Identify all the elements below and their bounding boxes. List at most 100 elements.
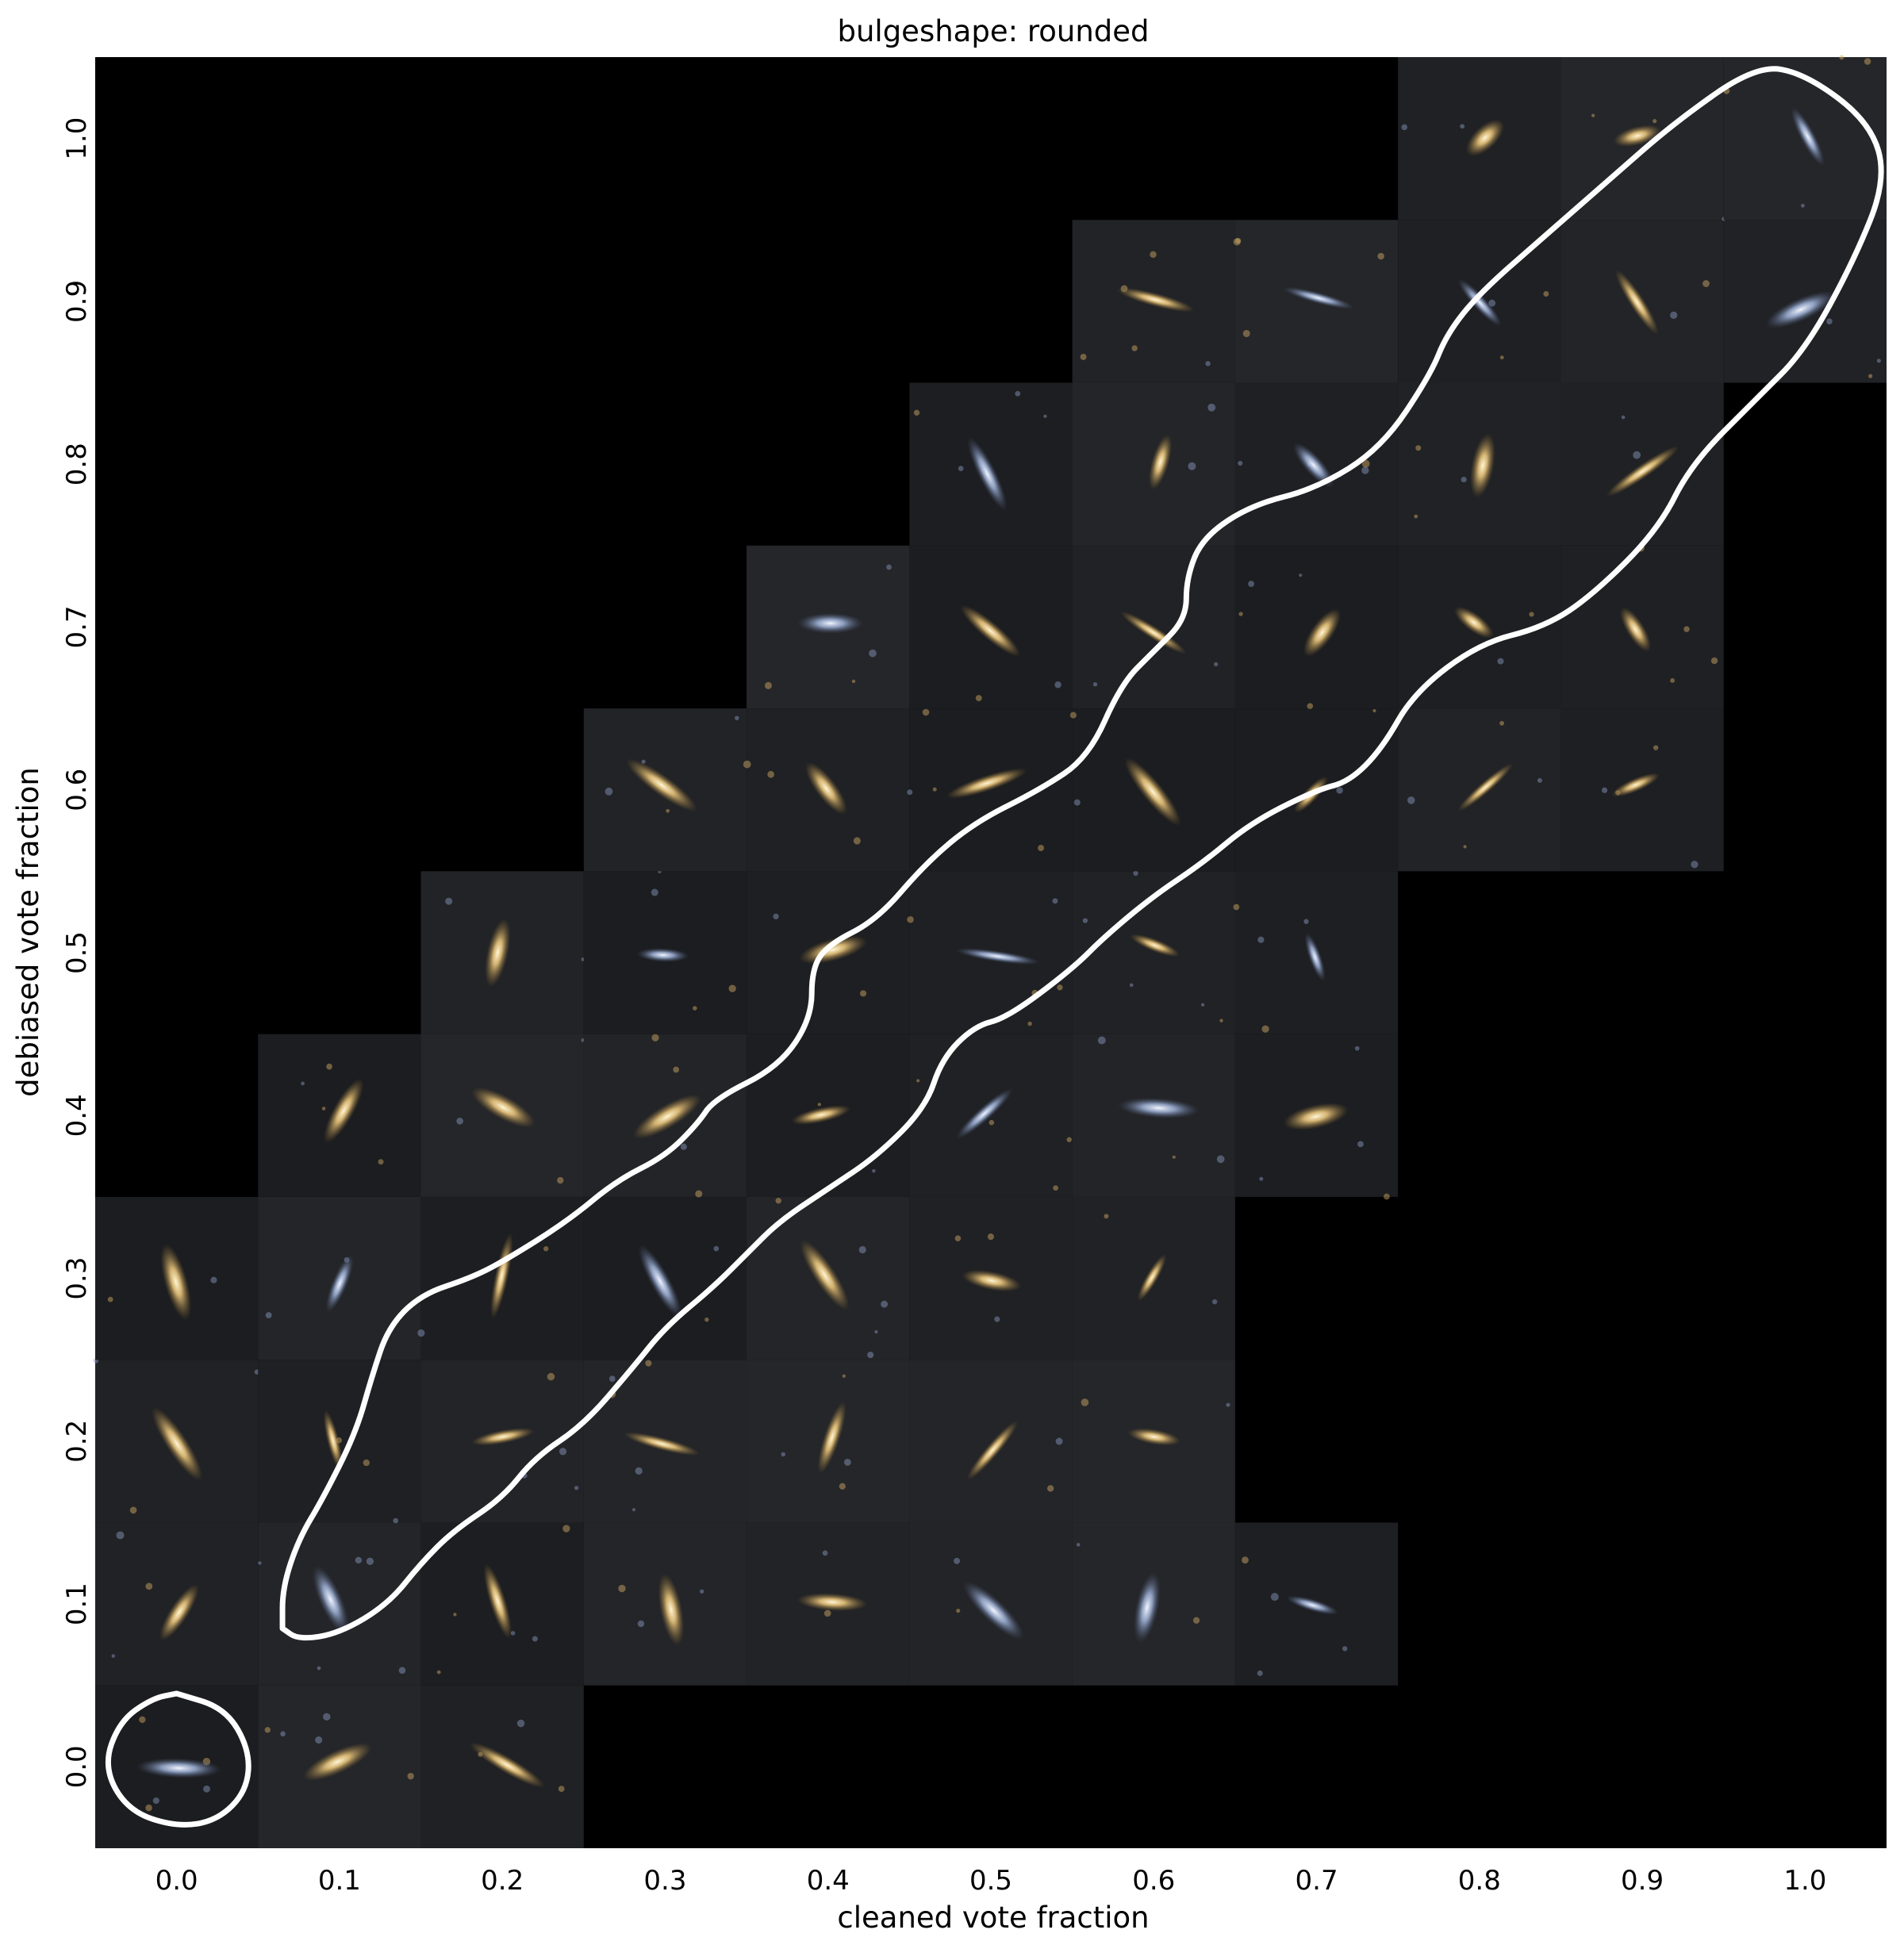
background-star: [436, 1670, 441, 1675]
galaxy-thumbnail: [626, 758, 697, 812]
background-star: [822, 1550, 828, 1556]
background-star: [874, 1329, 878, 1334]
background-star: [680, 1143, 687, 1150]
thumbnail-cell: [1072, 1522, 1235, 1686]
x-axis-ticks: 0.0 0.1 0.2 0.3 0.4 0.5 0.6 0.7 0.8 0.9 1.0: [155, 1865, 1827, 1897]
background-star: [445, 897, 453, 905]
thumbnail-cell: [743, 708, 910, 872]
background-star: [1129, 983, 1134, 988]
thumbnail-cell: [1398, 57, 1561, 221]
background-star: [956, 1609, 961, 1613]
galaxy-thumbnail: [624, 1432, 701, 1456]
background-star: [145, 1804, 152, 1812]
thumbnail-cell: [1072, 220, 1235, 383]
background-star: [1043, 414, 1047, 418]
y-tick-label: 0.0: [61, 1745, 93, 1788]
thumbnail-cell: [747, 545, 910, 709]
thumbnail-cell: [1560, 708, 1724, 872]
background-star: [1027, 1021, 1032, 1026]
galaxy-thumbnail: [954, 948, 1041, 965]
galaxy-thumbnail: [490, 1232, 513, 1320]
galaxy-thumbnail: [1282, 286, 1354, 309]
thumbnail-cell: [1072, 1034, 1235, 1197]
background-star: [1691, 861, 1699, 869]
galaxy-thumbnail: [323, 1078, 364, 1144]
y-tick-label: 0.5: [61, 931, 93, 974]
background-star: [823, 1609, 831, 1617]
thumbnail-grid: [93, 55, 1887, 1848]
thumbnail-cell: [420, 1685, 584, 1848]
background-star: [1257, 1670, 1263, 1676]
thumbnail-cell: [420, 1522, 584, 1686]
background-star: [781, 1452, 786, 1457]
background-star: [651, 1034, 659, 1042]
background-star: [1826, 318, 1833, 324]
background-star: [321, 1107, 326, 1111]
background-star: [713, 1245, 720, 1252]
background-star: [872, 1168, 876, 1173]
thumbnail-cell: [747, 1034, 910, 1197]
background-star: [913, 409, 920, 416]
background-star: [1270, 1593, 1279, 1602]
background-star: [842, 1374, 846, 1378]
background-star: [516, 1719, 525, 1728]
background-star: [1242, 1556, 1249, 1564]
background-star: [1172, 1155, 1176, 1159]
background-star: [1257, 936, 1265, 943]
contour-line: [279, 66, 1884, 1641]
thumbnail-cell: [909, 382, 1073, 546]
x-tick-label: 0.5: [969, 1865, 1012, 1897]
background-star: [764, 681, 772, 689]
thumbnail-cell: [1072, 382, 1235, 546]
galaxy-thumbnail: [797, 1593, 868, 1612]
background-star: [355, 1556, 363, 1564]
background-star: [1081, 1398, 1089, 1406]
background-star: [323, 1713, 331, 1721]
galaxy-thumbnail: [483, 1563, 512, 1640]
x-tick-label: 0.4: [807, 1865, 850, 1897]
background-star: [881, 1300, 889, 1308]
thumbnail-cell: [258, 1360, 421, 1524]
background-star: [839, 1483, 846, 1490]
thumbnail-background: [258, 1360, 421, 1523]
background-star: [666, 808, 670, 813]
background-star: [1015, 390, 1021, 397]
background-star: [453, 1613, 457, 1617]
x-tick-label: 0.7: [1296, 1865, 1338, 1897]
thumbnail-cell: [1398, 382, 1561, 546]
thumbnail-cell: [583, 708, 747, 872]
y-tick-label: 0.8: [61, 443, 93, 485]
background-star: [574, 1486, 579, 1490]
density-contours: [105, 66, 1884, 1828]
galaxy-thumbnail: [791, 1105, 851, 1125]
thumbnail-cell: [583, 1360, 747, 1523]
background-star: [562, 1525, 570, 1533]
background-star: [605, 787, 613, 796]
galaxy-thumbnail: [1619, 607, 1652, 652]
background-star: [1073, 799, 1081, 806]
background-star: [203, 1785, 210, 1793]
galaxy-thumbnail: [1457, 763, 1514, 811]
background-star: [1053, 1185, 1059, 1191]
background-star: [922, 708, 930, 716]
thumbnail-cell: [258, 1685, 421, 1848]
background-star: [860, 990, 867, 997]
background-star: [907, 915, 914, 923]
background-star: [858, 1245, 866, 1254]
thumbnail-cell: [1072, 1196, 1235, 1360]
background-star: [743, 760, 751, 769]
background-star: [1238, 460, 1243, 466]
background-star: [635, 1467, 643, 1475]
galaxy-thumbnail: [1304, 932, 1326, 981]
background-star: [1710, 657, 1718, 665]
background-star: [1092, 682, 1098, 687]
thumbnail-cell: [420, 871, 585, 1034]
thumbnail-cell: [583, 1522, 747, 1686]
thumbnail-cell: [258, 1034, 421, 1197]
background-star: [1407, 796, 1415, 804]
background-star: [1361, 459, 1370, 468]
galaxy-thumbnail: [1120, 611, 1187, 654]
background-star: [1591, 113, 1595, 117]
background-star: [1242, 329, 1250, 337]
background-star: [1133, 870, 1138, 877]
